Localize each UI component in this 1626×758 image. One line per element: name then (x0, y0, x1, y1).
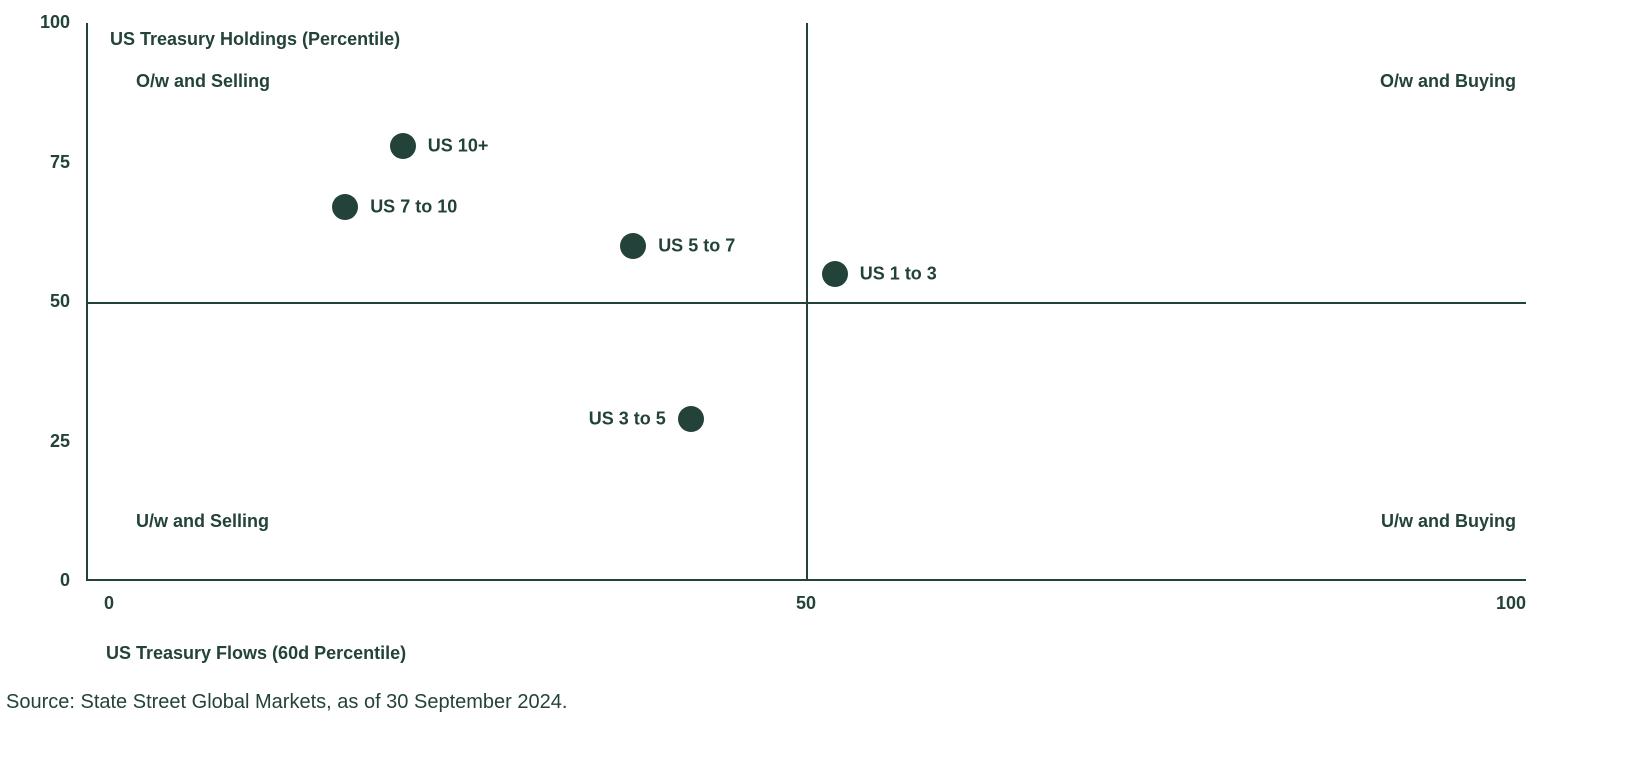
scatter-point (390, 133, 416, 159)
scatter-point-label: US 1 to 3 (860, 264, 937, 285)
scatter-point-label: US 5 to 7 (658, 236, 735, 257)
x-axis-title: US Treasury Flows (60d Percentile) (106, 643, 406, 664)
scatter-point (332, 194, 358, 220)
quadrant-label-top-left: O/w and Selling (136, 71, 270, 92)
y-axis-title: US Treasury Holdings (Percentile) (110, 29, 400, 50)
scatter-point (822, 261, 848, 287)
y-tick-label: 0 (0, 570, 70, 591)
scatter-point-label: US 3 to 5 (589, 409, 666, 430)
horizontal-midline (86, 302, 1526, 304)
x-tick-label: 0 (104, 593, 224, 614)
y-tick-label: 75 (0, 152, 70, 173)
scatter-point-label: US 7 to 10 (370, 197, 457, 218)
quadrant-label-bottom-right: U/w and Buying (1381, 511, 1516, 532)
scatter-point (620, 233, 646, 259)
quadrant-label-top-right: O/w and Buying (1380, 71, 1516, 92)
scatter-point (678, 406, 704, 432)
chart-container: 0 25 50 75 100 0 50 100 US Treasury Hold… (0, 0, 1626, 758)
x-tick-label: 100 (1406, 593, 1526, 614)
source-caption: Source: State Street Global Markets, as … (6, 691, 567, 714)
scatter-point-label: US 10+ (428, 135, 489, 156)
quadrant-label-bottom-left: U/w and Selling (136, 511, 269, 532)
x-tick-label: 50 (746, 593, 866, 614)
y-tick-label: 100 (0, 12, 70, 33)
y-tick-label: 25 (0, 431, 70, 452)
y-tick-label: 50 (0, 291, 70, 312)
